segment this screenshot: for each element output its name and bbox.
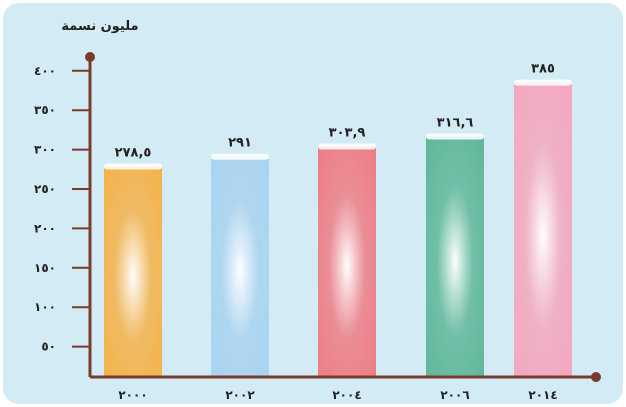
bar-top-highlight-2 (318, 143, 376, 150)
bar-3 (426, 136, 484, 377)
x-tick-label-0: ٢٠٠٠ (118, 388, 147, 402)
x-axis-end-dot (591, 372, 601, 382)
y-tick-label-6: ٣٥٠ (34, 103, 56, 117)
bars-layer (104, 79, 572, 378)
labels-layer: ٢٧٨,٥ ٢٠٠٠ ٢٩١ ٢٠٠٢ ٣٠٣,٩ ٢٠٠٤ ٣١٦,٦ ٢٠٠٦ ٣٨٥ ٢٠١… (34, 62, 558, 402)
y-tick-label-5: ٣٠٠ (34, 143, 56, 157)
x-tick-label-3: ٢٠٠٦ (440, 388, 469, 402)
bar-2 (318, 146, 376, 377)
y-tick-label-0: ٥٠ (41, 340, 56, 354)
x-tick-label-4: ٢٠١٤ (528, 388, 557, 402)
data-label-3: ٣١٦,٦ (437, 116, 474, 131)
bar-1 (211, 156, 269, 377)
y-axis-end-dot (85, 52, 95, 62)
data-label-4: ٣٨٥ (531, 62, 555, 77)
bar-0 (104, 166, 162, 377)
x-tick-label-2: ٢٠٠٤ (332, 388, 361, 402)
y-tick-label-2: ١٥٠ (34, 261, 56, 275)
x-tick-label-1: ٢٠٠٢ (225, 388, 255, 402)
y-tick-label-3: ٢٠٠ (34, 221, 56, 235)
data-label-2: ٣٠٣,٩ (329, 126, 366, 141)
axis-layer (72, 52, 601, 382)
bar-4 (514, 82, 572, 378)
bar-top-highlight-4 (514, 79, 572, 86)
bar-top-highlight-1 (211, 153, 269, 160)
data-label-1: ٢٩١ (228, 136, 252, 151)
y-tick-label-7: ٤٠٠ (34, 64, 56, 78)
y-tick-label-4: ٢٥٠ (34, 182, 56, 196)
y-tick-label-1: ١٠٠ (34, 300, 56, 314)
data-label-0: ٢٧٨,٥ (115, 146, 152, 161)
bar-top-highlight-0 (104, 163, 162, 170)
y-axis-title: مليون نسمة (61, 19, 138, 34)
bar-top-highlight-3 (426, 133, 484, 140)
